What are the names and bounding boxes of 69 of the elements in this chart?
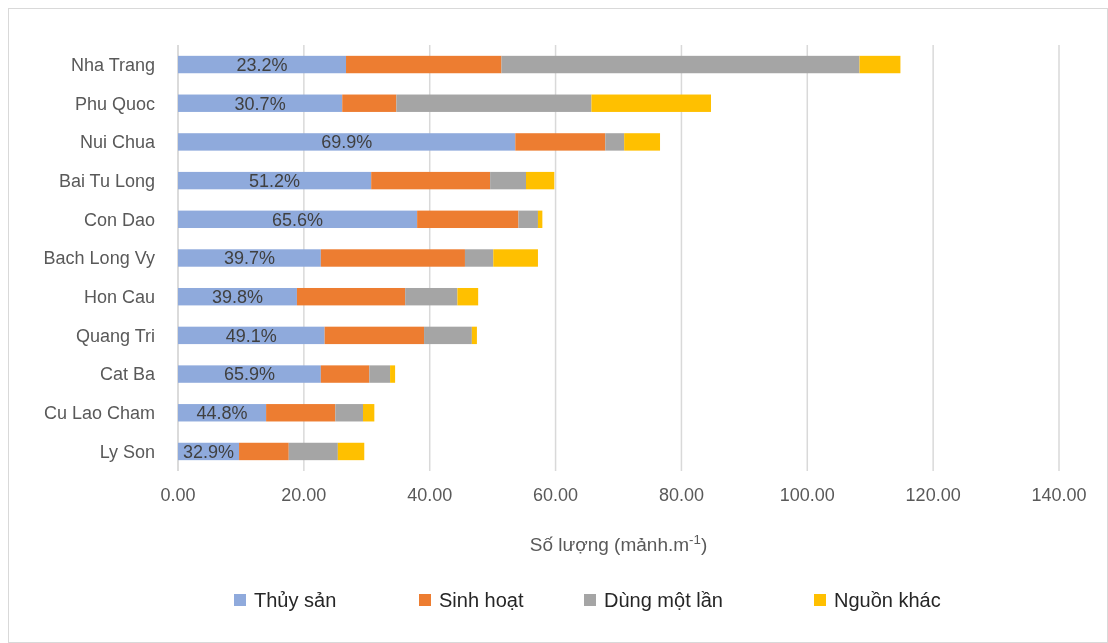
bar	[288, 442, 338, 461]
x-tick-label: 40.00	[407, 485, 453, 505]
bar	[591, 94, 712, 112]
bar	[371, 171, 491, 190]
bar	[369, 365, 391, 383]
bar	[490, 171, 526, 190]
x-tick-label: 20.00	[281, 485, 327, 505]
bar	[296, 287, 406, 306]
y-tick-label: Bai Tu Long	[58, 170, 155, 191]
bar	[457, 287, 479, 306]
bar	[493, 249, 538, 267]
bar	[335, 404, 364, 422]
annotation: 65.9%	[223, 364, 275, 385]
y-tick-label: Phu Quoc	[74, 93, 155, 114]
annotation: 30.7%	[234, 93, 286, 114]
bar	[624, 133, 661, 151]
y-tick-label: Cat Ba	[99, 364, 156, 385]
x-tick-label: 0.00	[160, 485, 196, 505]
x-tick-label: 140.00	[1031, 485, 1087, 505]
y-tick-label: Nui Chua	[79, 132, 156, 153]
annotation: 51.2%	[249, 170, 301, 191]
x-tick-label: 60.00	[533, 485, 579, 505]
bar	[363, 404, 375, 422]
y-tick-label: Nha Trang	[70, 54, 155, 75]
bar	[337, 442, 365, 461]
bar	[417, 210, 519, 229]
y-tick-label: Con Dao	[83, 209, 155, 230]
annotation: 39.7%	[223, 248, 275, 269]
x-tick-label: 120.00	[905, 485, 961, 505]
bar	[859, 55, 901, 74]
annotation: 69.9%	[321, 132, 373, 153]
bar	[178, 249, 321, 267]
y-tick-label: Hon Cau	[83, 286, 155, 307]
bar	[396, 94, 592, 112]
annotation: 23.2%	[236, 54, 288, 75]
legend-label: Sinh hoạt	[439, 589, 524, 611]
annotation: 65.6%	[272, 209, 324, 230]
x-tick-label: 100.00	[779, 485, 835, 505]
x-axis-title: Số lượng (mảnh.m$^{-1}$)	[529, 531, 708, 555]
bar	[178, 133, 516, 151]
bar	[266, 404, 336, 422]
bar	[346, 55, 502, 74]
annotation: 39.8%	[211, 286, 263, 307]
bar	[471, 326, 477, 345]
bar	[501, 55, 860, 74]
bar	[324, 326, 425, 345]
bar	[342, 94, 397, 112]
annotation: 44.8%	[196, 403, 248, 424]
bar	[320, 249, 465, 267]
bar	[405, 287, 458, 306]
y-tick-label: Quang Tri	[75, 325, 155, 346]
annotation: 32.9%	[183, 441, 235, 462]
y-tick-label: Bach Long Vy	[43, 248, 155, 269]
y-tick-label: Cu Lao Cham	[43, 403, 155, 424]
bar	[424, 326, 472, 345]
annotation: 49.1%	[225, 325, 277, 346]
bar	[518, 210, 538, 229]
bar	[526, 171, 555, 190]
y-tick-label: Ly Son	[99, 441, 155, 462]
bar	[605, 133, 625, 151]
x-tick-label: 80.00	[658, 485, 704, 505]
bar	[515, 133, 606, 151]
legend-label: Nguồn khác	[834, 589, 941, 611]
bar	[239, 442, 289, 461]
bar	[320, 365, 370, 383]
bar	[464, 249, 494, 267]
bar	[390, 365, 396, 383]
legend-label: Thủy sản	[254, 589, 337, 611]
legend-label: Dùng một lần	[604, 589, 723, 611]
